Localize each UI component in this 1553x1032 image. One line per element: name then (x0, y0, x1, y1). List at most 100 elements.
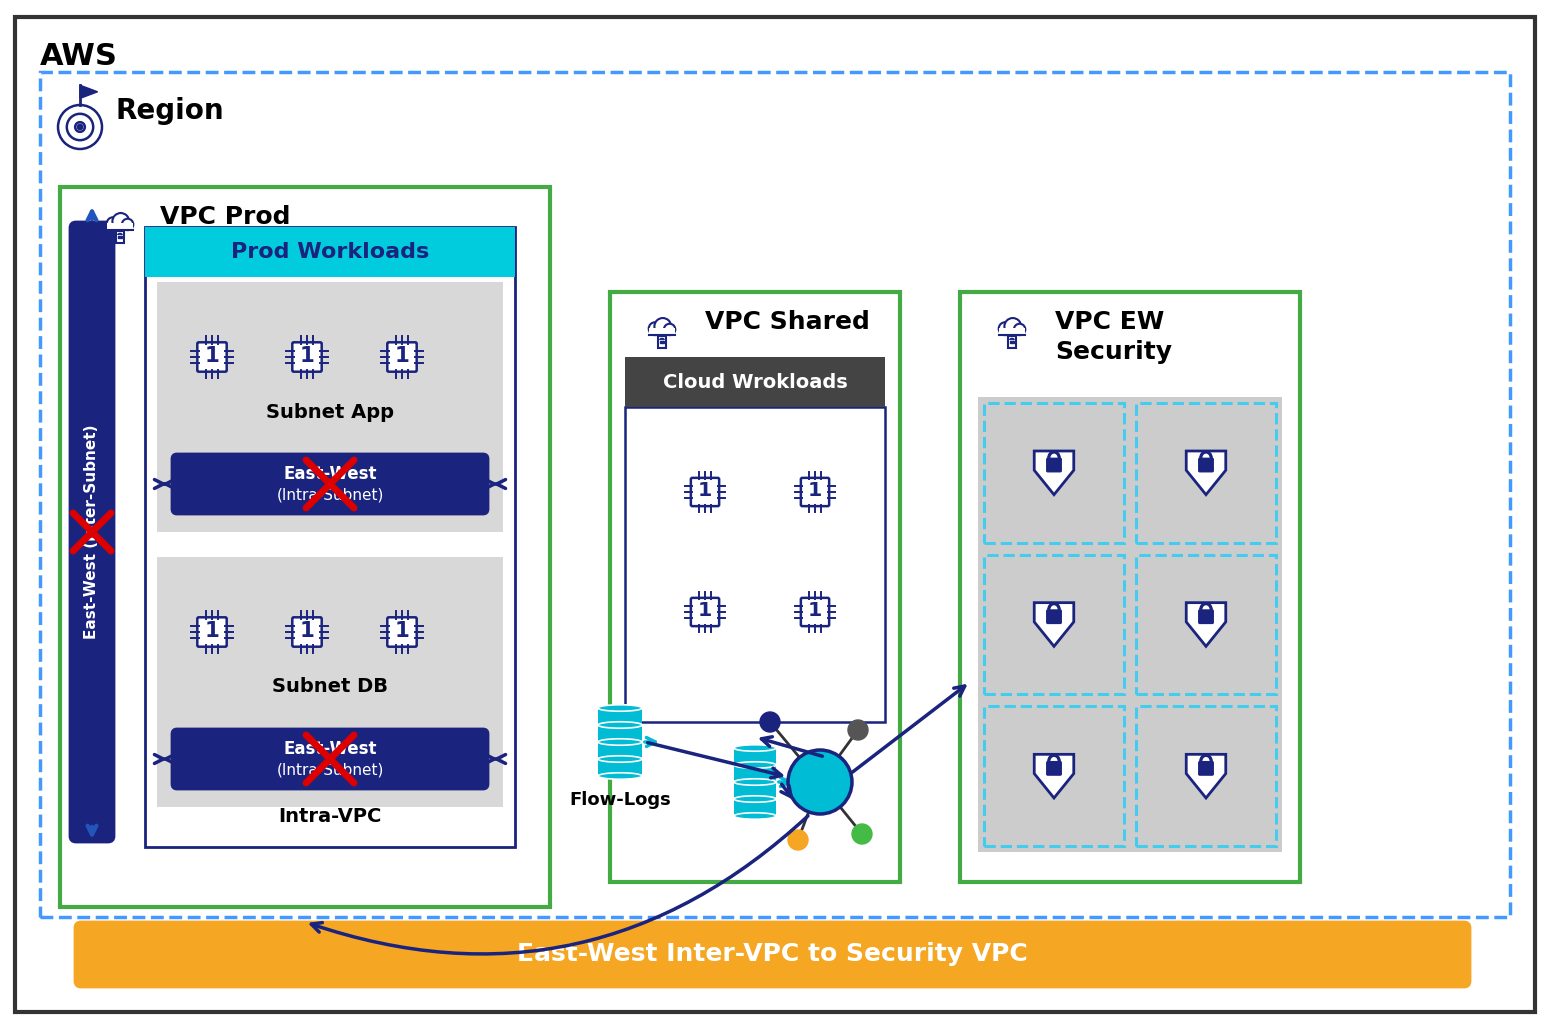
Text: 1: 1 (394, 346, 410, 366)
Bar (1000, 328, 1025, 334)
Bar (118, 236, 121, 238)
Ellipse shape (598, 755, 641, 763)
Circle shape (848, 720, 868, 740)
Bar (116, 231, 124, 243)
Circle shape (107, 217, 120, 230)
Bar (157, 557, 503, 807)
Text: Subnet App: Subnet App (266, 402, 394, 421)
Circle shape (654, 318, 671, 334)
Bar (598, 742, 641, 759)
Bar (649, 328, 674, 334)
Ellipse shape (735, 796, 776, 802)
Text: 1: 1 (697, 602, 713, 620)
FancyBboxPatch shape (1199, 610, 1213, 623)
Polygon shape (1034, 451, 1073, 494)
Bar (735, 765, 776, 782)
Text: Prod Workloads: Prod Workloads (231, 241, 429, 262)
Text: AWS: AWS (40, 42, 118, 71)
Bar (960, 292, 1300, 882)
Polygon shape (1186, 754, 1225, 798)
Ellipse shape (598, 773, 641, 779)
Ellipse shape (735, 762, 776, 768)
Bar (40, 72, 1510, 917)
Text: 1: 1 (808, 602, 822, 620)
FancyBboxPatch shape (197, 343, 227, 372)
FancyBboxPatch shape (197, 617, 227, 647)
Text: 1: 1 (300, 346, 314, 366)
Polygon shape (1186, 451, 1225, 494)
Bar (598, 725, 641, 742)
FancyBboxPatch shape (1199, 458, 1213, 472)
FancyBboxPatch shape (70, 222, 113, 842)
Polygon shape (1034, 603, 1073, 646)
FancyBboxPatch shape (292, 617, 321, 647)
Bar (735, 748, 776, 765)
Text: 1: 1 (697, 482, 713, 501)
FancyBboxPatch shape (1047, 458, 1061, 472)
Text: Subnet DB: Subnet DB (272, 677, 388, 697)
Circle shape (649, 322, 662, 335)
Text: VPC Shared: VPC Shared (705, 310, 870, 334)
Circle shape (759, 712, 780, 732)
Bar (598, 708, 641, 725)
FancyBboxPatch shape (75, 922, 1471, 987)
Text: 1: 1 (300, 621, 314, 641)
Bar (624, 407, 885, 722)
Bar (144, 227, 516, 277)
Text: Cloud Wrokloads: Cloud Wrokloads (663, 373, 848, 391)
Text: 1: 1 (808, 482, 822, 501)
Ellipse shape (598, 721, 641, 729)
Bar (61, 187, 550, 907)
FancyBboxPatch shape (801, 598, 829, 626)
Bar (144, 227, 516, 847)
FancyBboxPatch shape (387, 343, 416, 372)
FancyBboxPatch shape (1199, 762, 1213, 775)
Text: East-West Inter-VPC to Security VPC: East-West Inter-VPC to Security VPC (517, 942, 1028, 967)
Bar (1011, 341, 1014, 343)
Circle shape (999, 322, 1011, 335)
Circle shape (787, 830, 808, 850)
Bar (610, 292, 901, 882)
Text: 1: 1 (394, 621, 410, 641)
Ellipse shape (735, 745, 776, 751)
Circle shape (853, 824, 871, 844)
Text: East-West: East-West (283, 740, 377, 757)
FancyBboxPatch shape (691, 598, 719, 626)
FancyBboxPatch shape (172, 454, 488, 514)
Polygon shape (1034, 754, 1073, 798)
Text: (Intra-Subnet): (Intra-Subnet) (276, 763, 384, 777)
FancyBboxPatch shape (691, 478, 719, 506)
Text: Region: Region (115, 97, 224, 125)
Bar (985, 706, 1124, 846)
Text: East-West (Inter-Subnet): East-West (Inter-Subnet) (84, 425, 99, 639)
FancyBboxPatch shape (1047, 610, 1061, 623)
Bar (598, 759, 641, 776)
Circle shape (1014, 324, 1025, 335)
Bar (1008, 336, 1016, 348)
FancyBboxPatch shape (292, 343, 321, 372)
Circle shape (787, 750, 853, 814)
Bar (735, 782, 776, 799)
Text: Flow-Logs: Flow-Logs (568, 791, 671, 809)
Bar (624, 357, 885, 407)
FancyBboxPatch shape (172, 729, 488, 789)
Text: VPC Prod: VPC Prod (160, 205, 290, 229)
Circle shape (78, 125, 82, 130)
Text: 1: 1 (205, 621, 219, 641)
Circle shape (1005, 318, 1022, 334)
Ellipse shape (735, 779, 776, 785)
Bar (1135, 404, 1277, 543)
Text: 1: 1 (205, 346, 219, 366)
Bar (107, 223, 132, 230)
Bar (985, 554, 1124, 695)
FancyBboxPatch shape (801, 478, 829, 506)
Polygon shape (1186, 603, 1225, 646)
Bar (735, 799, 776, 816)
Circle shape (121, 219, 134, 230)
Text: East-West: East-West (283, 465, 377, 483)
FancyBboxPatch shape (1047, 762, 1061, 775)
Ellipse shape (598, 705, 641, 711)
Text: VPC EW
Security: VPC EW Security (1054, 310, 1173, 363)
Bar (1135, 706, 1277, 846)
Circle shape (112, 213, 129, 230)
